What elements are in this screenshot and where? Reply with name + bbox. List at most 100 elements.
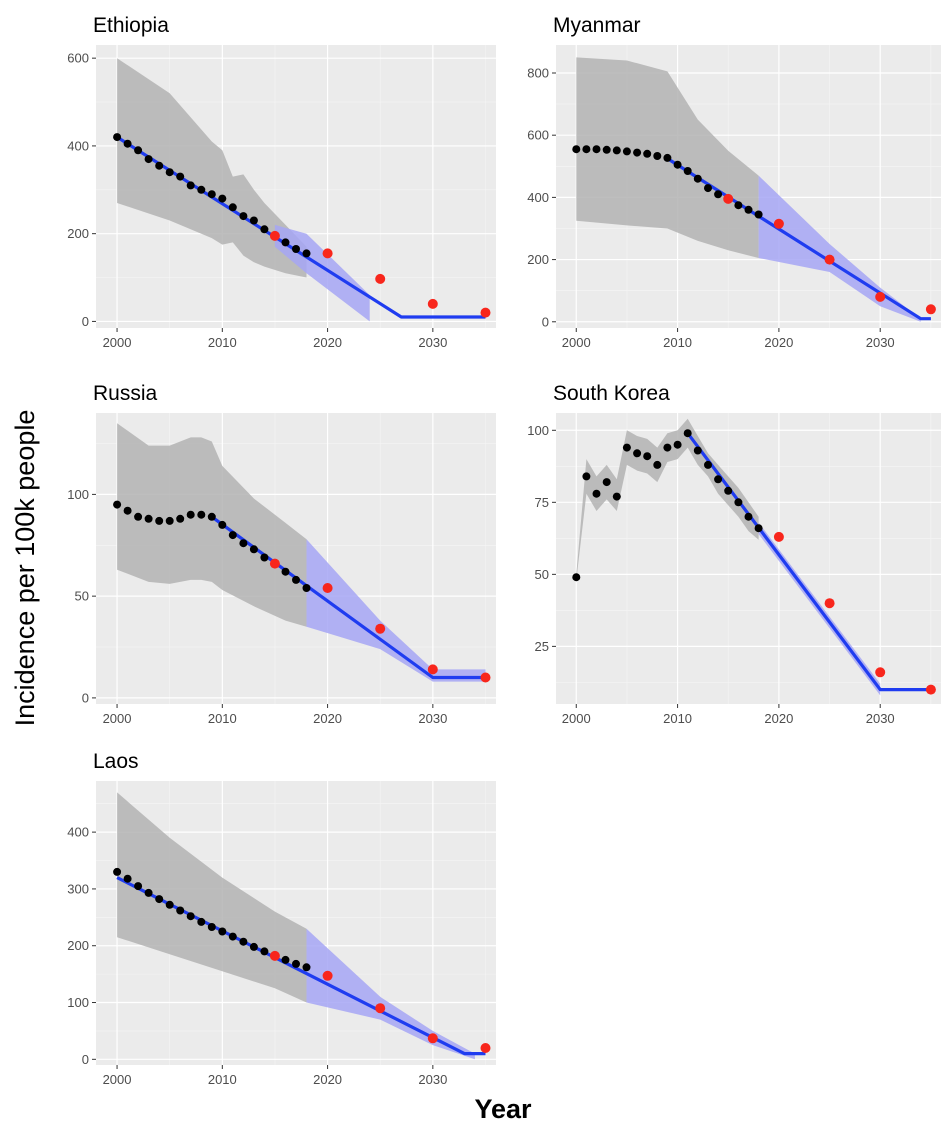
x-tick-label: 2000 <box>562 711 591 726</box>
x-tick-label: 2000 <box>562 335 591 350</box>
target-point <box>269 950 280 961</box>
target-point <box>824 598 835 609</box>
observed-point <box>612 492 621 501</box>
target-point <box>773 531 784 542</box>
target-point <box>925 304 936 315</box>
observed-point <box>123 506 132 515</box>
facet-panel: Ethiopia 2000 2010 2020 2030 0 200 400 600 <box>67 14 496 350</box>
observed-point <box>239 212 248 221</box>
observed-point <box>207 923 216 931</box>
observed-point <box>714 475 723 484</box>
target-point <box>427 664 438 675</box>
target-point <box>375 1003 386 1014</box>
observed-point <box>249 545 258 554</box>
observed-point <box>165 516 174 525</box>
observed-point <box>260 553 269 562</box>
panel-background <box>556 413 941 704</box>
target-point <box>322 248 333 259</box>
x-tick-label: 2030 <box>866 335 895 350</box>
uncertainty-band <box>117 58 307 278</box>
observed-point <box>653 152 662 160</box>
observed-point <box>572 573 581 582</box>
observed-point <box>754 210 763 219</box>
facet-panel: South Korea 2000 2010 2020 2030 25 50 75 100 <box>527 382 941 726</box>
x-tick-label: 2020 <box>313 711 342 726</box>
y-tick-label: 400 <box>527 190 549 205</box>
observed-point <box>113 500 122 509</box>
x-tick-label: 2000 <box>103 711 132 726</box>
facet-panel: Russia 2000 2010 2020 2030 0 50 100 <box>67 382 496 726</box>
target-point <box>375 273 386 284</box>
x-tick-label: 2000 <box>103 1072 132 1087</box>
target-point <box>480 1043 491 1053</box>
x-tick-label: 2010 <box>663 711 692 726</box>
target-point <box>824 254 835 265</box>
y-tick-label: 0 <box>82 314 89 329</box>
observed-point <box>207 512 216 521</box>
observed-point <box>744 512 753 521</box>
observed-point <box>228 203 237 212</box>
observed-point <box>653 460 662 469</box>
observed-point <box>144 888 153 897</box>
panel-title: Laos <box>93 750 139 773</box>
observed-point <box>218 520 227 529</box>
observed-point <box>260 947 269 956</box>
observed-point <box>176 514 185 523</box>
observed-point <box>663 153 672 162</box>
target-point <box>427 1033 438 1044</box>
target-point <box>322 583 333 593</box>
y-tick-label: 0 <box>82 690 89 705</box>
x-tick-label: 2020 <box>764 711 793 726</box>
observed-point <box>249 216 258 225</box>
observed-point <box>134 882 143 891</box>
observed-point <box>302 584 311 592</box>
observed-point <box>186 181 195 190</box>
observed-point <box>602 145 611 154</box>
y-tick-label: 400 <box>67 825 89 840</box>
observed-point <box>302 249 311 258</box>
observed-point <box>281 955 290 964</box>
observed-point <box>693 174 702 183</box>
observed-point <box>704 184 712 193</box>
observed-point <box>633 148 642 157</box>
y-tick-label: 75 <box>535 495 549 510</box>
observed-point <box>734 201 743 210</box>
y-tick-label: 300 <box>67 881 89 896</box>
x-tick-label: 2010 <box>208 711 237 726</box>
target-point <box>480 672 491 683</box>
observed-point <box>165 168 174 177</box>
panel-title: Russia <box>93 382 158 405</box>
observed-point <box>176 906 185 915</box>
y-tick-label: 100 <box>67 995 89 1010</box>
x-tick-label: 2020 <box>313 335 342 350</box>
observed-point <box>155 895 164 904</box>
observed-point <box>602 478 611 487</box>
y-tick-label: 25 <box>535 639 549 654</box>
observed-point <box>197 185 206 194</box>
target-point <box>269 230 280 241</box>
observed-point <box>724 486 733 495</box>
observed-point <box>281 567 290 576</box>
x-tick-label: 2010 <box>208 1072 237 1087</box>
target-point <box>773 218 784 229</box>
observed-point <box>292 245 300 253</box>
y-axis-label: Incidence per 100k people <box>10 410 40 727</box>
x-tick-label: 2030 <box>866 711 895 726</box>
observed-point <box>643 452 652 461</box>
observed-point <box>228 932 237 941</box>
observed-point <box>663 443 672 452</box>
target-point <box>925 684 936 695</box>
observed-point <box>673 440 682 449</box>
observed-point <box>144 514 153 523</box>
y-tick-label: 50 <box>75 589 89 604</box>
observed-point <box>673 160 682 169</box>
observed-point <box>186 912 195 921</box>
observed-point <box>683 167 692 175</box>
facet-panel: Laos 2000 2010 2020 2030 0 100 200 300 400 <box>67 750 496 1087</box>
uncertainty-band <box>117 423 307 627</box>
target-point <box>875 667 886 678</box>
x-axis-label: Year <box>474 1094 532 1124</box>
observed-point <box>218 927 227 936</box>
panel-title: Myanmar <box>553 14 641 37</box>
